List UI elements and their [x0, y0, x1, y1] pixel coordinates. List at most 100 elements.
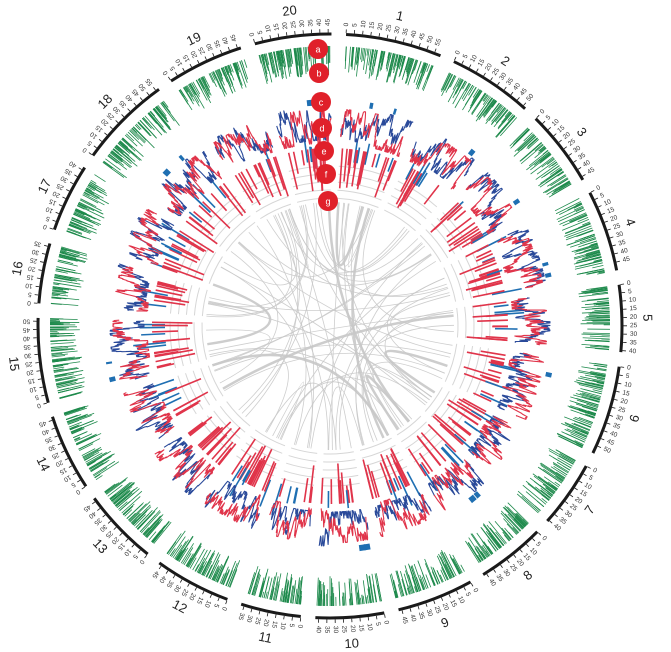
density-tick: [366, 573, 372, 604]
density-tick: [51, 296, 80, 301]
density-tick: [515, 513, 528, 526]
grid-ring: [283, 470, 315, 478]
tick-label: 15: [448, 599, 457, 609]
density-tick: [149, 111, 158, 121]
signal-line-red: [497, 235, 544, 289]
tick-mark: [98, 138, 103, 142]
tile-bar: [265, 158, 272, 173]
density-tick: [578, 416, 593, 423]
density-tick: [266, 577, 273, 599]
density-tick: [298, 47, 303, 76]
tile-bar: [433, 413, 467, 442]
tick-label: 30: [425, 608, 434, 617]
density-tick: [277, 50, 281, 67]
grid-ring: [425, 229, 449, 259]
synteny-link: [347, 205, 374, 268]
density-tick: [299, 590, 303, 605]
density-tick: [421, 576, 427, 589]
density-tick: [139, 119, 156, 137]
tile-bar: [161, 266, 178, 274]
density-tick: [153, 521, 172, 544]
density-tick: [75, 209, 90, 217]
tick-label: 20: [262, 618, 270, 627]
density-tick: [76, 433, 102, 446]
grid-ring: [450, 263, 465, 301]
density-tick: [66, 230, 77, 235]
density-tick: [494, 108, 507, 122]
density-tick: [512, 128, 530, 145]
density-tick: [590, 382, 604, 387]
density-tick: [452, 558, 462, 574]
density-tick: [294, 48, 300, 78]
tile-bar: [415, 162, 431, 186]
density-tick: [139, 510, 161, 533]
block-segment: [473, 491, 481, 499]
density-tick: [582, 319, 610, 321]
density-tick: [102, 161, 125, 178]
density-tick: [132, 126, 147, 141]
density-tick: [94, 174, 106, 183]
tile-bar: [351, 150, 359, 187]
tile-bar: [170, 244, 201, 261]
tile-bar: [193, 211, 215, 230]
tile-bar: [494, 311, 525, 316]
density-tick: [584, 339, 610, 343]
density-tick: [495, 535, 504, 547]
density-tick: [196, 557, 206, 573]
density-tick: [542, 494, 550, 501]
tick-mark: [426, 45, 429, 50]
tick-label: 10: [25, 281, 33, 289]
chromosome-label-19: 19: [184, 29, 204, 49]
density-tick: [268, 52, 274, 75]
density-tick: [232, 63, 242, 86]
density-tick: [589, 335, 610, 338]
density-tick: [404, 58, 414, 84]
density-tick: [178, 554, 184, 562]
tick-label: 40: [124, 93, 134, 103]
density-tick: [66, 415, 87, 423]
grid-ring: [225, 221, 256, 252]
density-tick: [548, 450, 574, 465]
tile-bar: [187, 421, 204, 435]
synteny-link: [328, 386, 363, 451]
tick-label: 20: [562, 131, 572, 141]
tick-mark: [261, 36, 263, 41]
tick-mark: [619, 374, 623, 377]
tile-bar: [259, 479, 272, 507]
tick-mark: [425, 603, 428, 607]
badge-label: f: [325, 170, 328, 180]
density-tick: [497, 112, 512, 129]
density-tick: [160, 102, 167, 111]
density-tick: [94, 473, 101, 479]
tick-mark: [378, 33, 381, 37]
density-tick: [385, 52, 390, 67]
density-tick: [441, 567, 448, 581]
density-tick: [505, 509, 525, 529]
density-tick: [365, 596, 368, 604]
ideogram-arc-chr-12: [158, 561, 228, 601]
tick-label: 55: [434, 37, 443, 47]
density-tick: [112, 486, 133, 503]
density-tick: [545, 487, 555, 494]
tick-label: 40: [410, 29, 419, 38]
density-tick: [318, 581, 321, 606]
density-tick: [478, 550, 486, 560]
density-tick: [583, 289, 608, 294]
tile-bar: [387, 157, 394, 172]
density-tick: [81, 448, 96, 456]
synteny-link: [351, 207, 385, 439]
density-tick: [206, 552, 220, 578]
density-tick: [169, 550, 175, 557]
density-tick: [449, 554, 461, 575]
density-tick: [133, 514, 146, 527]
density-tick: [109, 152, 123, 163]
density-tick: [540, 464, 564, 481]
density-tick: [401, 578, 407, 596]
density-tick: [225, 570, 233, 587]
density-tick: [51, 353, 68, 357]
tick-mark: [577, 167, 582, 170]
density-tick: [137, 121, 152, 137]
synteny-link: [206, 214, 293, 318]
density-tick: [581, 311, 610, 314]
tick-mark: [410, 40, 413, 45]
